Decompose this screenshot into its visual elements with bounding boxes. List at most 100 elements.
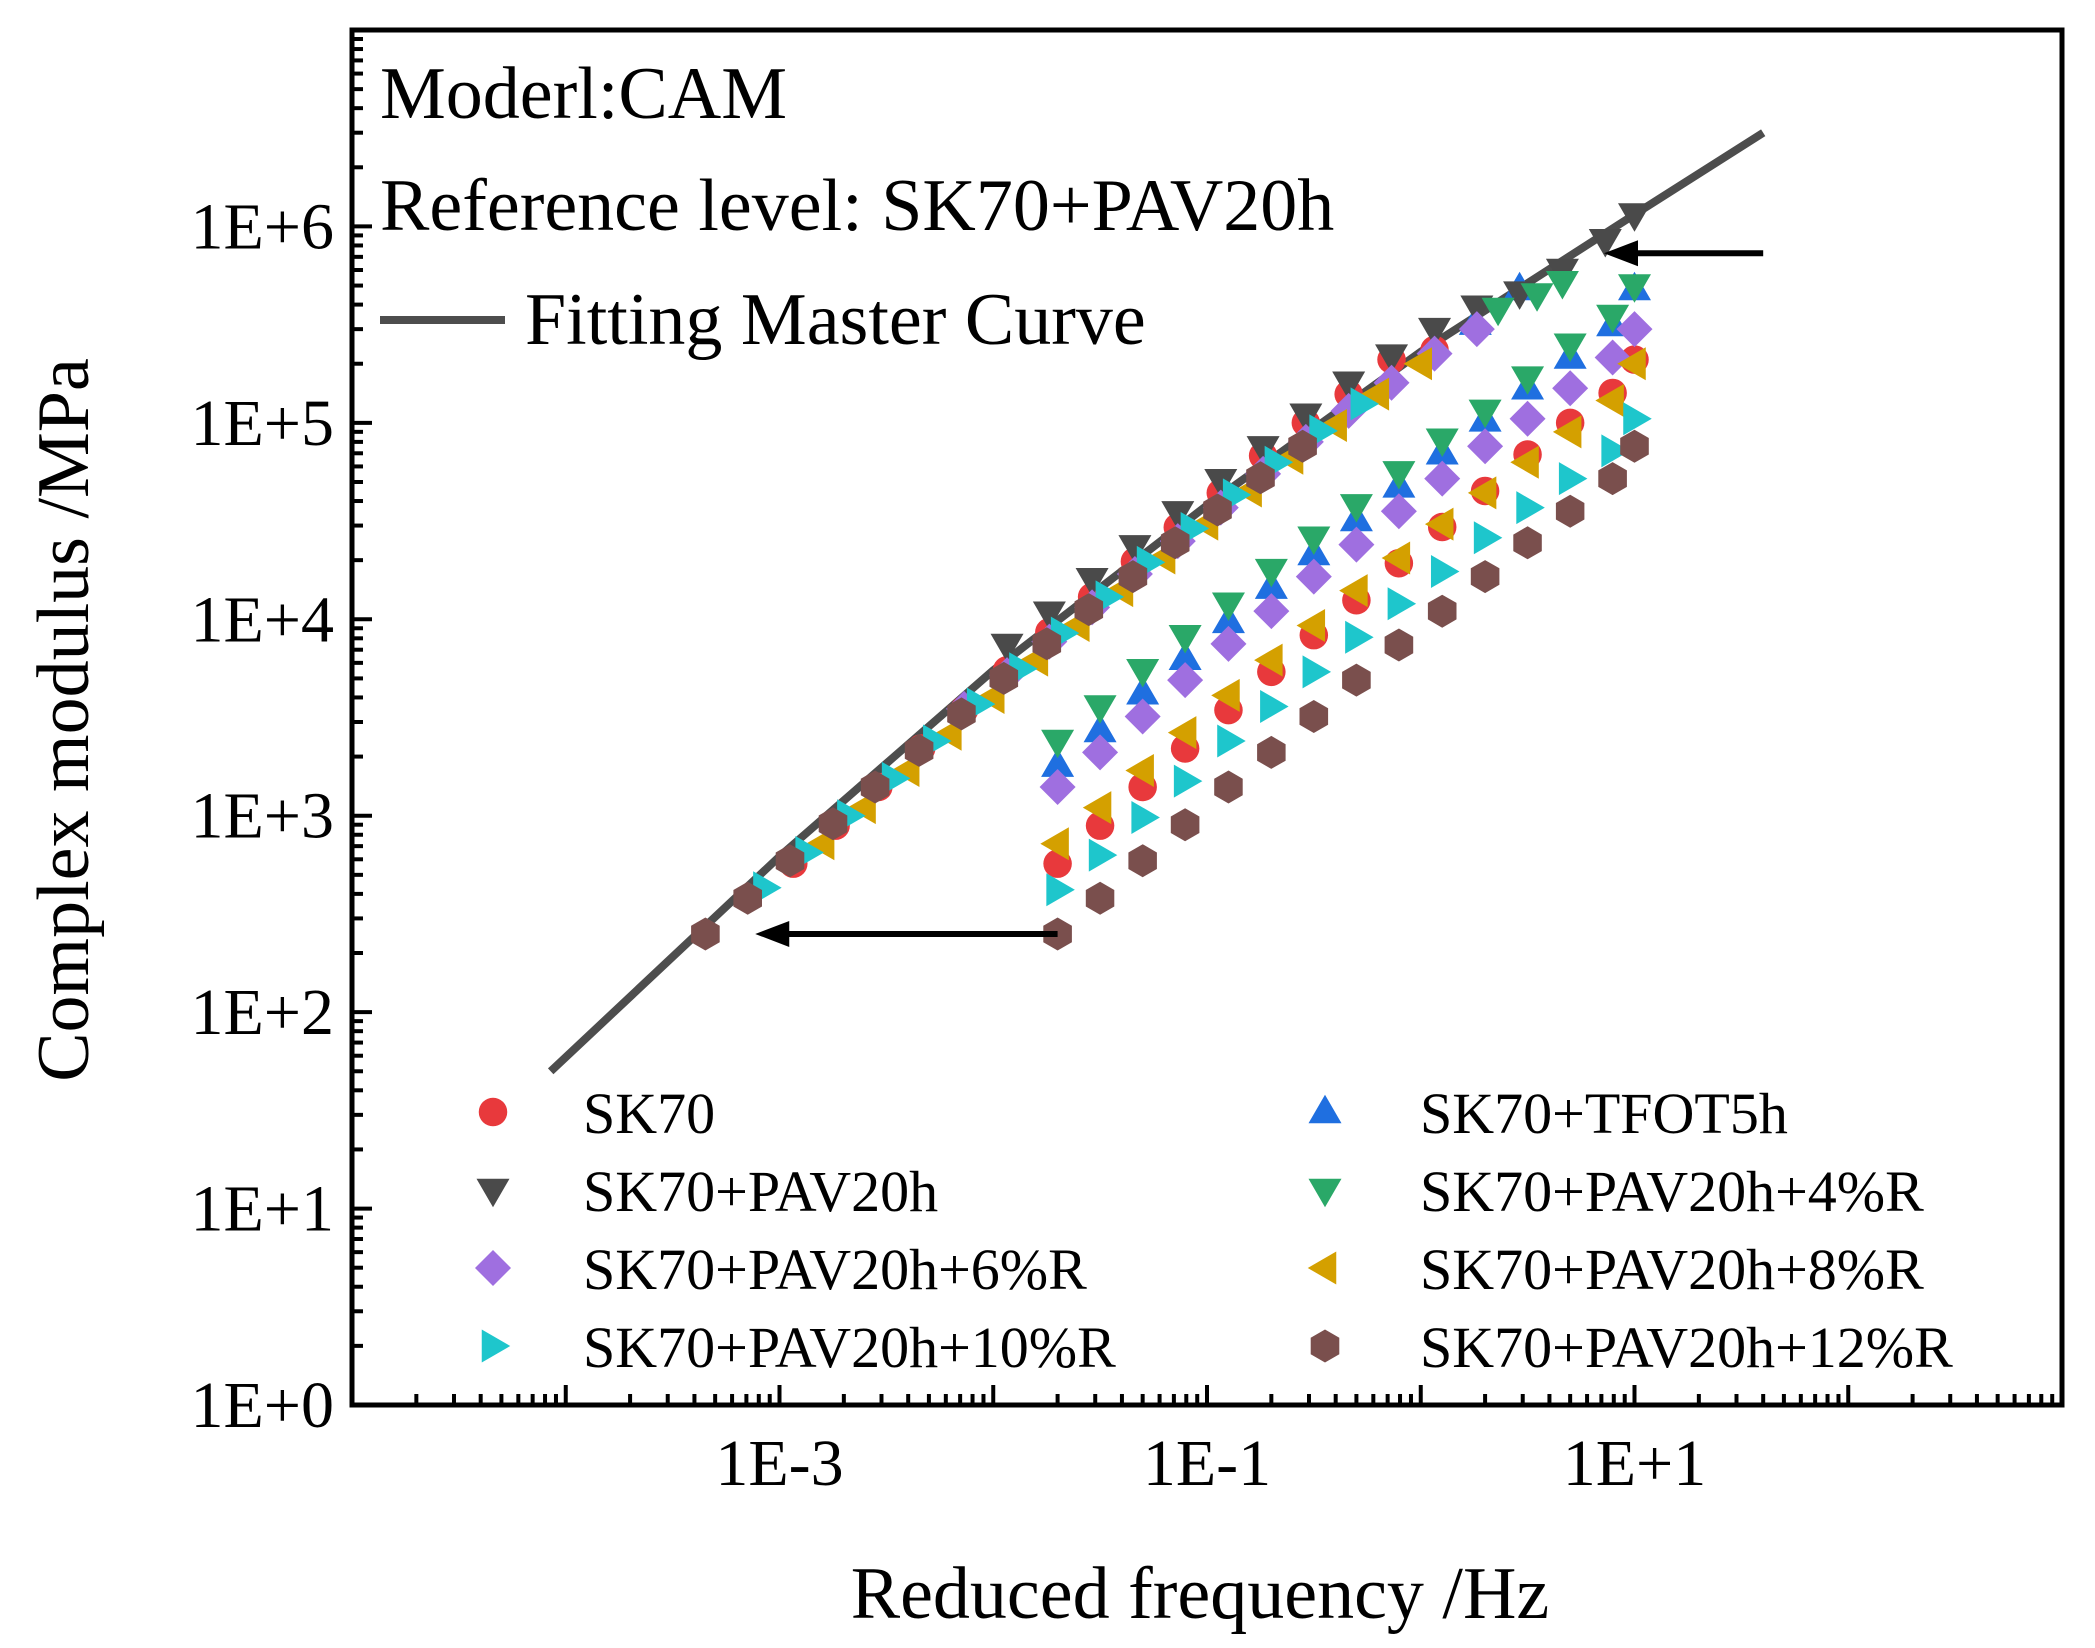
legend-entry-1: SK70+TFOT5h (1308, 1081, 1788, 1146)
data-point (1458, 311, 1495, 348)
master-curve-line (547, 129, 1766, 1075)
data-point (1124, 698, 1161, 735)
series-2 (990, 203, 1651, 663)
x-tick-label: 1E-3 (715, 1427, 843, 1500)
data-point (1598, 462, 1627, 496)
data-point (1616, 311, 1653, 348)
data-point (1125, 753, 1154, 787)
data-point (1257, 735, 1286, 769)
legend-entry-0: SK70 (478, 1081, 715, 1146)
data-point (1302, 655, 1332, 689)
data-point (1424, 507, 1454, 541)
legend-marker (1307, 1251, 1337, 1285)
legend-entry-3: SK70+PAV20h+4%R (1308, 1159, 1924, 1224)
data-point (818, 807, 848, 841)
data-point (989, 661, 1019, 695)
data-point (1296, 608, 1326, 642)
data-point (1289, 403, 1323, 432)
shift-arrow-1 (1604, 240, 1764, 267)
data-point (1131, 800, 1160, 834)
data-point (1167, 662, 1204, 699)
data-point (1601, 434, 1630, 468)
legend-label: SK70+PAV20h+4%R (1420, 1159, 1924, 1224)
data-point (1427, 594, 1457, 628)
data-point (1360, 377, 1390, 411)
data-point (1552, 415, 1582, 449)
data-point (1260, 689, 1289, 723)
data-point (1039, 769, 1076, 806)
data-point (733, 881, 762, 915)
data-point (1288, 429, 1317, 463)
series-7 (691, 429, 1649, 951)
data-point (947, 697, 976, 731)
data-point (1470, 560, 1500, 594)
legend-label: SK70+PAV20h+12%R (1420, 1315, 1953, 1380)
legend-label: SK70+PAV20h+6%R (583, 1237, 1087, 1302)
data-point (1318, 408, 1347, 442)
y-tick-label: 1E+5 (190, 387, 334, 460)
data-point (1520, 283, 1554, 312)
data-point (1509, 400, 1546, 437)
data-point (1350, 387, 1380, 421)
data-point (1041, 748, 1075, 777)
legend-entry-5: SK70+PAV20h+8%R (1307, 1237, 1924, 1302)
arrow-layer (755, 240, 1764, 947)
data-point (1403, 347, 1432, 381)
data-point (1595, 383, 1624, 417)
x-tick-label: 1E+1 (1563, 1427, 1707, 1500)
data-point (1254, 558, 1288, 588)
data-point (1513, 526, 1542, 560)
data-point (1126, 659, 1160, 688)
data-point (1082, 791, 1112, 825)
data-point (1511, 366, 1545, 395)
data-point (1170, 808, 1200, 842)
data-point (1173, 764, 1203, 798)
annotation-reference-level: Reference level: SK70+PAV20h (380, 165, 1334, 247)
data-point (1481, 297, 1515, 327)
legend-label: SK70+TFOT5h (1420, 1081, 1788, 1146)
y-tick-label: 1E+0 (190, 1369, 334, 1442)
data-point (1424, 460, 1461, 497)
legend-marker (481, 1329, 511, 1363)
legend-entry-7: SK70+PAV20h+12%R (1310, 1315, 1953, 1380)
data-point (1553, 333, 1587, 362)
data-point (1046, 873, 1075, 907)
data-point (1425, 428, 1459, 458)
data-point (1380, 493, 1417, 530)
data-point (1210, 625, 1247, 662)
y-axis-title: Complex modulus /MPa (23, 358, 105, 1082)
tick-layer: 1E-3 1E-1 1E+1 1E+0 1E+1 1E+2 1E+3 1E+4 1E+5 1E+6 (190, 36, 2055, 1500)
data-point (1555, 494, 1585, 528)
data-point (1118, 535, 1152, 564)
data-point (1623, 402, 1652, 436)
legend-label: SK70+PAV20h+10%R (583, 1315, 1116, 1380)
data-point (1295, 558, 1332, 595)
data-point (1617, 347, 1646, 381)
data-point (1467, 428, 1504, 465)
legend-marker (1310, 1329, 1340, 1363)
data-point (1126, 676, 1160, 705)
x-tick-label: 1E-1 (1143, 1427, 1271, 1500)
data-point (775, 844, 805, 878)
data-point (860, 770, 890, 804)
data-point (1558, 462, 1588, 496)
y-tick-label: 1E+4 (190, 583, 334, 656)
data-point (990, 633, 1024, 663)
data-point (1214, 770, 1243, 804)
data-point (1246, 461, 1275, 495)
legend-entry-4: SK70+PAV20h+6%R (475, 1237, 1087, 1302)
data-point (1128, 844, 1157, 878)
legend-marker (1308, 1094, 1342, 1124)
data-point (1552, 370, 1589, 407)
arrow-head (1604, 240, 1639, 267)
data-point (1516, 491, 1545, 525)
master-curve-layer (547, 129, 1766, 1075)
data-point (904, 733, 934, 767)
y-tick-label: 1E+3 (190, 780, 334, 853)
data-point (1620, 429, 1649, 463)
data-point (1594, 339, 1631, 376)
data-point (1418, 317, 1452, 347)
data-point (1588, 229, 1622, 258)
data-point (1083, 713, 1117, 743)
legend-marker (478, 1097, 508, 1127)
